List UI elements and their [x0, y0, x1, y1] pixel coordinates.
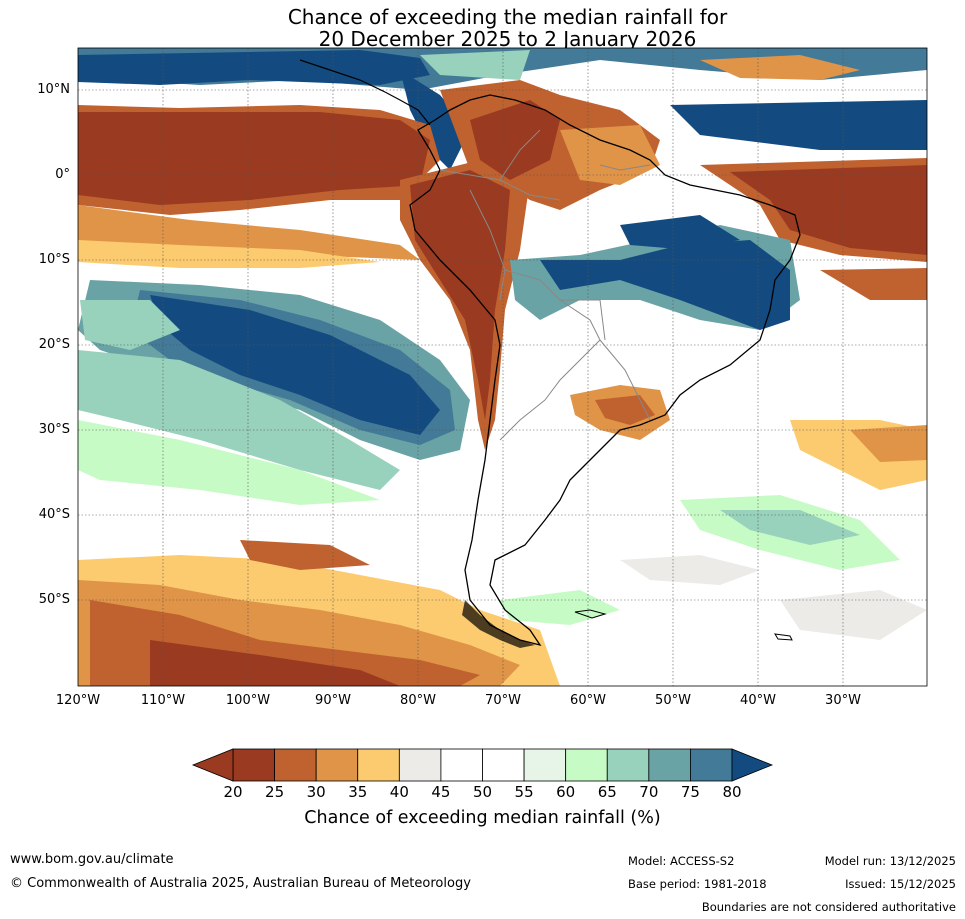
- colorbar-under-arrow: [191, 748, 234, 782]
- colorbar-tick-label: 75: [680, 783, 700, 801]
- colorbar-segment: [357, 748, 400, 782]
- lon-label-60w: 60°W: [570, 693, 606, 708]
- lon-label-40w: 40°W: [740, 693, 776, 708]
- colorbar-segment: [315, 748, 359, 782]
- colorbar-segment: [606, 748, 650, 782]
- colorbar-segment: [398, 748, 442, 782]
- colorbar-segment: [274, 748, 317, 782]
- colorbar-segment: [690, 748, 733, 782]
- lon-label-80w: 80°W: [400, 693, 436, 708]
- colorbar-segment: [648, 748, 691, 782]
- map-title-line-2: 20 December 2025 to 2 January 2026: [318, 27, 697, 51]
- lat-label-0: 0°: [55, 167, 70, 182]
- lon-label-100w: 100°W: [225, 693, 271, 708]
- colorbar-segment: [232, 748, 275, 782]
- colorbar-segment: [440, 748, 483, 782]
- coastline-icon: [409, 94, 801, 647]
- lat-label-10s: 10°S: [38, 252, 70, 267]
- map-title-line-1: Chance of exceeding the median rainfall …: [287, 5, 728, 29]
- lon-label-110w: 110°W: [140, 693, 186, 708]
- colorbar-tick-label: 35: [348, 783, 368, 801]
- colorbar: [191, 748, 774, 782]
- colorbar-tick-label: 30: [306, 783, 326, 801]
- colorbar-segment: [565, 748, 608, 782]
- issued-date: Issued: 15/12/2025: [845, 877, 956, 891]
- colorbar-over-arrow: [731, 748, 774, 782]
- colorbar-tick-label: 40: [389, 783, 409, 801]
- colorbar-segment: [482, 748, 525, 782]
- base-period: Base period: 1981-2018: [628, 877, 767, 891]
- colorbar-tick-label: 80: [722, 783, 742, 801]
- lat-label-30s: 30°S: [38, 422, 70, 437]
- colorbar-tick-label: 20: [223, 783, 243, 801]
- model-run-date: Model run: 13/12/2025: [824, 854, 956, 868]
- colorbar-tick-label: 50: [472, 783, 493, 801]
- lat-label-50s: 50°S: [38, 592, 70, 607]
- colorbar-tick-label: 65: [597, 783, 617, 801]
- colorbar-label: Chance of exceeding median rainfall (%): [304, 808, 661, 828]
- lon-label-30w: 30°W: [825, 693, 861, 708]
- lat-label-20s: 20°S: [38, 337, 70, 352]
- lon-label-70w: 70°W: [485, 693, 521, 708]
- colorbar-tick-label: 70: [639, 783, 659, 801]
- model-name: Model: ACCESS-S2: [628, 854, 735, 868]
- website-link[interactable]: www.bom.gov.au/climate: [10, 852, 174, 867]
- colorbar-segment: [523, 748, 567, 782]
- lon-label-50w: 50°W: [655, 693, 691, 708]
- lon-label-90w: 90°W: [315, 693, 351, 708]
- lat-label-10n: 10°N: [37, 82, 70, 97]
- colorbar-tick-label: 55: [514, 783, 534, 801]
- copyright-text: © Commonwealth of Australia 2025, Austra…: [10, 876, 471, 891]
- colorbar-tick-label: 25: [265, 783, 285, 801]
- boundaries-disclaimer: Boundaries are not considered authoritat…: [701, 900, 956, 914]
- lon-label-120w: 120°W: [55, 693, 101, 708]
- colorbar-tick-label: 45: [431, 783, 451, 801]
- colorbar-tick-label: 60: [556, 783, 576, 801]
- lat-label-40s: 40°S: [38, 507, 70, 522]
- country-border-icon: [439, 129, 651, 441]
